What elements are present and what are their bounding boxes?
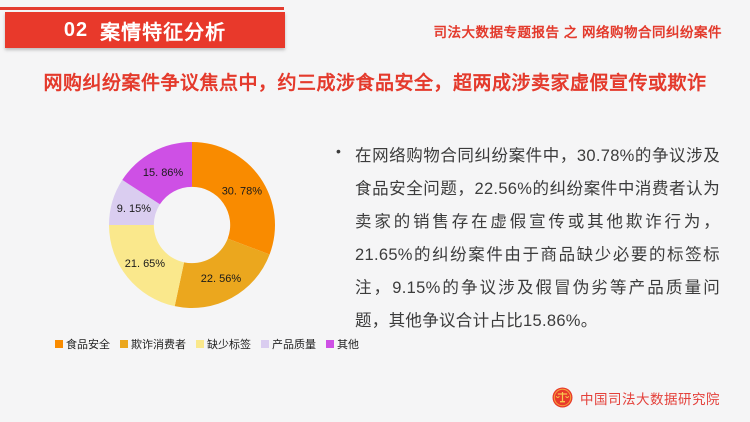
legend-label: 产品质量 [272, 339, 316, 351]
legend-label: 其他 [337, 339, 359, 351]
section-header-banner: 02 案情特征分析 [5, 12, 285, 48]
slice-value-label: 15. 86% [143, 167, 184, 179]
legend-item-欺诈消费者: 欺诈消费者 [120, 336, 186, 352]
legend-item-其他: 其他 [326, 336, 359, 352]
organization-name: 中国司法大数据研究院 [580, 391, 720, 407]
legend-label: 欺诈消费者 [131, 339, 186, 351]
legend-label: 食品安全 [66, 339, 110, 351]
top-accent-line [0, 7, 284, 10]
legend-swatch [326, 340, 334, 348]
slice-value-label: 9. 15% [117, 203, 151, 215]
legend-item-产品质量: 产品质量 [261, 336, 316, 352]
section-title: 案情特征分析 [100, 21, 227, 44]
donut-slice-食品安全 [192, 142, 275, 255]
bullet-point: • [336, 143, 341, 159]
donut-slice-欺诈消费者 [174, 238, 270, 308]
donut-slice-产品质量 [109, 179, 160, 226]
justice-scales-emblem-icon [552, 387, 573, 408]
legend-swatch [120, 340, 128, 348]
report-title: 司法大数据专题报告 之 网络购物合同纠纷案件 [433, 25, 722, 40]
slide-headline: 网购纠纷案件争议焦点中，约三成涉食品安全，超两成涉卖家虚假宣传或欺诈 [43, 73, 707, 94]
legend-item-食品安全: 食品安全 [55, 336, 110, 352]
legend-label: 缺少标签 [207, 339, 251, 351]
legend-item-缺少标签: 缺少标签 [196, 336, 251, 352]
legend-swatch [196, 340, 204, 348]
chart-legend: 食品安全 欺诈消费者 缺少标签 产品质量 其他 [55, 336, 359, 352]
footer: 中国司法大数据研究院 [552, 387, 720, 408]
donut-slice-其他 [122, 142, 192, 205]
body-text-block: • 在网络购物合同纠纷案件中，30.78%的争议涉及食品安全问题，22.56%的… [336, 140, 720, 338]
body-paragraph: 在网络购物合同纠纷案件中，30.78%的争议涉及食品安全问题，22.56%的纠纷… [355, 147, 720, 330]
slice-value-label: 22. 56% [201, 273, 242, 285]
slice-value-label: 30. 78% [222, 186, 263, 198]
legend-swatch [261, 340, 269, 348]
donut-slice-缺少标签 [109, 225, 185, 307]
section-number: 02 [63, 18, 89, 41]
donut-chart: 30. 78% 22. 56% 21. 65% 9. 15% 15. 86% [109, 142, 275, 308]
slice-value-label: 21. 65% [125, 258, 166, 270]
legend-swatch [55, 340, 63, 348]
